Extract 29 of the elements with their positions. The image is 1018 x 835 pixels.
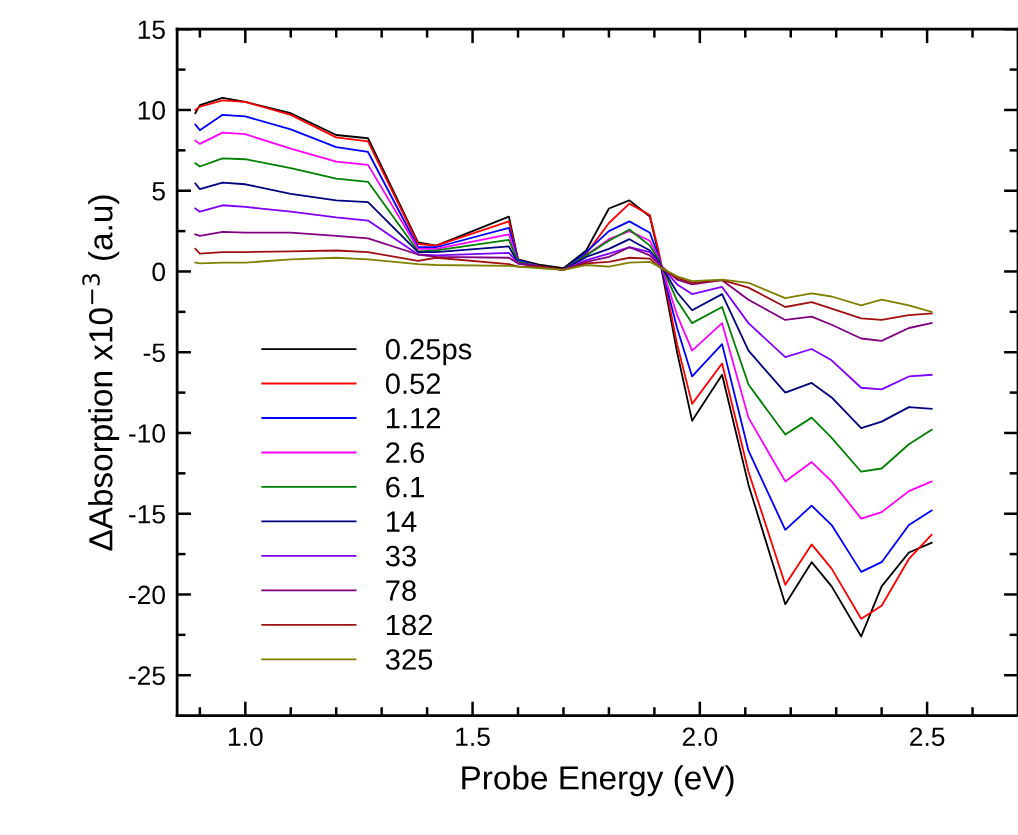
x-tick-label: 1.0 [228,727,263,747]
y-tick-label: -15 [129,505,165,524]
legend-label: 1.12 [386,407,441,429]
legend-label: 0.52 [385,373,441,395]
x-tick-label: 2.0 [682,727,718,747]
y-tick-label: 10 [138,101,165,120]
legend-label: 325 [385,649,433,670]
y-tick-label: -20 [129,585,165,605]
x-tick-label: 2.5 [910,727,945,747]
line-series [194,157,933,473]
legend-label: 78 [386,580,416,601]
y-tick-label: -10 [129,424,165,443]
x-axis-title: Probe Energy (eV) [462,765,734,797]
x-tick-label: 1.5 [456,727,490,747]
y-tick-label: 0 [152,262,165,282]
legend-label: 6.1 [386,476,424,498]
legend-label: 2.6 [386,442,425,463]
legend-label: 0.25ps [385,338,472,366]
y-tick-label: -25 [129,666,165,686]
y-tick-label: 15 [138,20,165,40]
legend-label: 33 [385,545,416,567]
legend-label: 14 [386,511,417,532]
y-tick-label: 5 [152,182,165,201]
y-axis-title: ΔAbsorption x10$^{−3}$ (a.u) [82,195,120,551]
y-tick-label: -5 [143,343,165,363]
line-series [194,256,933,313]
line-series [194,181,933,430]
line-series [194,247,933,321]
legend-label: 182 [386,614,432,636]
